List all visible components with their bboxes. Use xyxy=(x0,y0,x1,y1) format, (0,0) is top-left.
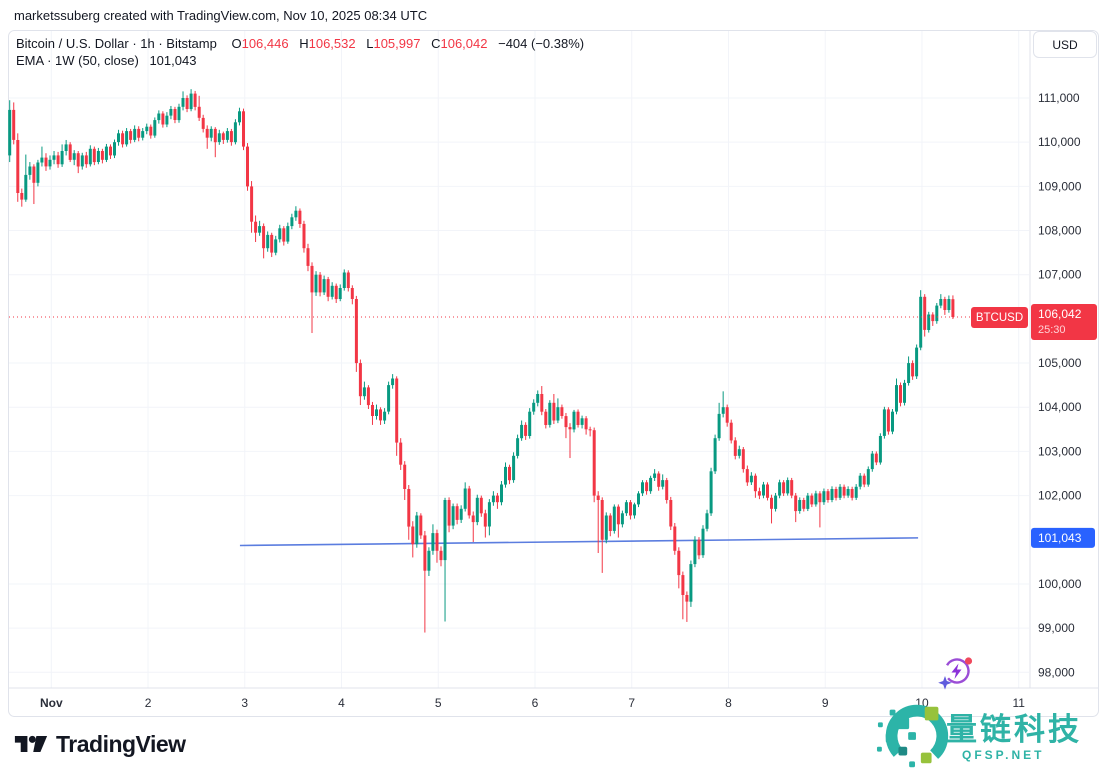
svg-text:5: 5 xyxy=(435,696,442,710)
svg-text:102,000: 102,000 xyxy=(1038,489,1082,503)
svg-text:106,042: 106,042 xyxy=(1038,307,1082,321)
ai-icon-ring xyxy=(944,658,970,684)
ema-line xyxy=(239,537,919,547)
ema-value: 101,043 xyxy=(149,53,197,68)
svg-text:104,000: 104,000 xyxy=(1038,400,1082,414)
svg-text:BTCUSD: BTCUSD xyxy=(976,312,1023,324)
price-axis[interactable]: 111,000 110,000 109,000 108,000 107,000 105,0… xyxy=(1038,91,1082,679)
ema-legend-row[interactable]: EMA · 1W (50, close) 101,043 xyxy=(16,52,584,69)
sparkle-icon xyxy=(938,676,952,690)
candles-layer xyxy=(8,89,955,633)
tradingview-mark-icon xyxy=(14,735,48,753)
currency-toggle-button[interactable]: USD xyxy=(1033,31,1097,58)
svg-text:3: 3 xyxy=(241,696,248,710)
svg-text:2: 2 xyxy=(145,696,152,710)
tradingview-brand-text: TradingView xyxy=(56,730,186,757)
svg-text:9: 9 xyxy=(822,696,829,710)
symbol-legend-row[interactable]: Bitcoin / U.S. Dollar · 1h · Bitstamp O1… xyxy=(16,35,584,52)
svg-text:101,043: 101,043 xyxy=(1038,531,1082,545)
svg-text:103,000: 103,000 xyxy=(1038,444,1082,458)
ai-assistant-icon[interactable] xyxy=(936,652,978,694)
svg-text:105,000: 105,000 xyxy=(1038,356,1082,370)
symbol-title: Bitcoin / U.S. Dollar · 1h · Bitstamp xyxy=(16,36,217,51)
svg-text:100,000: 100,000 xyxy=(1038,577,1082,591)
svg-text:11: 11 xyxy=(1012,696,1025,710)
svg-text:4: 4 xyxy=(338,696,345,710)
change-value: −404 (−0.38%) xyxy=(498,36,585,51)
open-label: O xyxy=(231,36,242,51)
time-axis[interactable]: Nov 2 3 4 5 6 7 8 9 10 11 xyxy=(40,696,1025,710)
open-value: 106,446 xyxy=(241,36,289,51)
watermark-logo-icon xyxy=(876,704,949,768)
svg-text:107,000: 107,000 xyxy=(1038,268,1082,282)
attribution-text: marketssuberg created with TradingView.c… xyxy=(14,8,428,23)
svg-text:8: 8 xyxy=(725,696,732,710)
ema-label: EMA · 1W (50, close) xyxy=(16,53,139,68)
bar-countdown: 25:30 xyxy=(1038,324,1066,336)
svg-text:108,000: 108,000 xyxy=(1038,224,1082,238)
chart-legend: Bitcoin / U.S. Dollar · 1h · Bitstamp O1… xyxy=(16,35,584,69)
watermark-company-text: 量链科技 xyxy=(946,712,1082,747)
close-label: C xyxy=(431,36,441,51)
svg-text:109,000: 109,000 xyxy=(1038,179,1082,193)
low-label: L xyxy=(366,36,374,51)
ema-axis-label: 101,043 xyxy=(1031,527,1095,548)
high-label: H xyxy=(299,36,309,51)
svg-text:111,000: 111,000 xyxy=(1038,91,1080,105)
current-price-label: BTCUSD 106,042 25:30 xyxy=(971,304,1097,341)
close-value: 106,042 xyxy=(440,36,488,51)
grid-layer xyxy=(9,31,1029,688)
high-value: 106,532 xyxy=(308,36,356,51)
watermark-url-text: QFSP.NET xyxy=(962,748,1045,762)
low-value: 105,997 xyxy=(373,36,421,51)
tradingview-logo[interactable]: TradingView xyxy=(14,730,186,758)
svg-text:Nov: Nov xyxy=(40,696,63,710)
svg-text:99,000: 99,000 xyxy=(1038,621,1075,635)
red-dot xyxy=(964,657,973,665)
attribution-bar: marketssuberg created with TradingView.c… xyxy=(0,0,1107,30)
svg-text:7: 7 xyxy=(628,696,635,710)
svg-text:6: 6 xyxy=(532,696,539,710)
svg-text:110,000: 110,000 xyxy=(1038,135,1081,149)
chart-panel-border xyxy=(8,30,1099,717)
svg-text:98,000: 98,000 xyxy=(1038,665,1075,679)
watermark: 量链科技 QFSP.NET xyxy=(876,696,1104,776)
lightning-bolt-icon xyxy=(951,663,962,679)
